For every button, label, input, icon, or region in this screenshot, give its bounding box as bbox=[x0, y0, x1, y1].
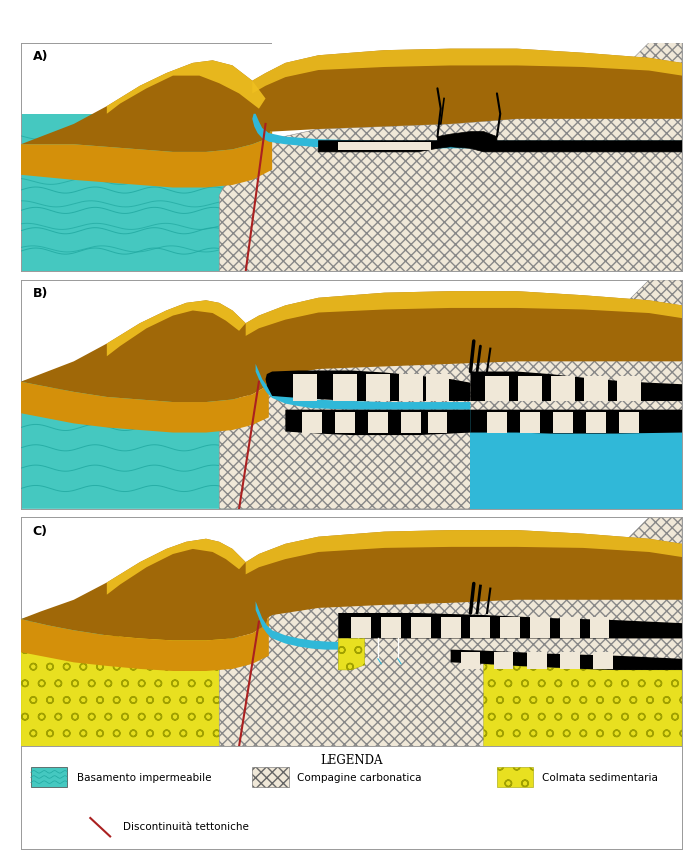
Polygon shape bbox=[584, 376, 608, 402]
Text: B): B) bbox=[33, 287, 48, 300]
Polygon shape bbox=[21, 130, 272, 189]
Polygon shape bbox=[401, 413, 421, 433]
Polygon shape bbox=[21, 119, 272, 272]
Polygon shape bbox=[285, 410, 470, 436]
Polygon shape bbox=[590, 617, 610, 639]
Polygon shape bbox=[493, 653, 514, 669]
Polygon shape bbox=[461, 653, 480, 669]
Polygon shape bbox=[553, 413, 573, 433]
Polygon shape bbox=[425, 374, 450, 402]
Polygon shape bbox=[500, 617, 520, 639]
Text: Colmata sedimentaria: Colmata sedimentaria bbox=[542, 772, 658, 782]
Polygon shape bbox=[219, 44, 682, 272]
FancyBboxPatch shape bbox=[31, 767, 67, 787]
Polygon shape bbox=[335, 413, 355, 433]
Polygon shape bbox=[451, 650, 682, 670]
Polygon shape bbox=[351, 617, 372, 639]
Polygon shape bbox=[411, 617, 431, 639]
Polygon shape bbox=[617, 376, 641, 402]
Polygon shape bbox=[246, 292, 682, 385]
Text: Compagine carbonatica: Compagine carbonatica bbox=[297, 772, 422, 782]
Polygon shape bbox=[21, 357, 272, 509]
Polygon shape bbox=[530, 617, 550, 639]
Polygon shape bbox=[219, 281, 682, 509]
Polygon shape bbox=[255, 601, 338, 650]
Polygon shape bbox=[21, 594, 272, 746]
Polygon shape bbox=[368, 413, 388, 433]
Polygon shape bbox=[470, 410, 682, 509]
Polygon shape bbox=[586, 413, 606, 433]
Polygon shape bbox=[551, 376, 575, 402]
Polygon shape bbox=[520, 413, 540, 433]
Polygon shape bbox=[21, 301, 269, 403]
Text: C): C) bbox=[33, 524, 48, 537]
Polygon shape bbox=[107, 61, 266, 114]
Polygon shape bbox=[219, 518, 682, 746]
Polygon shape bbox=[252, 49, 682, 132]
Polygon shape bbox=[21, 377, 269, 433]
Polygon shape bbox=[21, 539, 269, 641]
Polygon shape bbox=[21, 114, 272, 272]
Polygon shape bbox=[338, 143, 431, 151]
Polygon shape bbox=[266, 371, 470, 402]
Text: Discontinuità tettoniche: Discontinuità tettoniche bbox=[123, 821, 249, 831]
Polygon shape bbox=[560, 653, 580, 669]
Polygon shape bbox=[470, 372, 682, 402]
Polygon shape bbox=[252, 114, 682, 149]
Polygon shape bbox=[338, 639, 365, 670]
Polygon shape bbox=[255, 364, 470, 410]
Polygon shape bbox=[21, 630, 272, 746]
Polygon shape bbox=[487, 413, 507, 433]
Polygon shape bbox=[333, 374, 357, 402]
Polygon shape bbox=[441, 617, 461, 639]
Polygon shape bbox=[319, 132, 682, 153]
Polygon shape bbox=[593, 653, 612, 669]
FancyBboxPatch shape bbox=[252, 767, 289, 787]
Polygon shape bbox=[107, 539, 246, 595]
Polygon shape bbox=[399, 374, 423, 402]
Polygon shape bbox=[484, 664, 682, 746]
Polygon shape bbox=[485, 376, 509, 402]
Polygon shape bbox=[366, 374, 390, 402]
Polygon shape bbox=[518, 376, 542, 402]
Polygon shape bbox=[338, 639, 682, 746]
Polygon shape bbox=[470, 617, 490, 639]
Polygon shape bbox=[21, 61, 272, 153]
Polygon shape bbox=[272, 44, 682, 272]
Polygon shape bbox=[381, 617, 401, 639]
Polygon shape bbox=[560, 617, 580, 639]
Polygon shape bbox=[470, 410, 682, 434]
Polygon shape bbox=[302, 413, 322, 433]
Polygon shape bbox=[619, 413, 639, 433]
Polygon shape bbox=[246, 292, 682, 337]
Polygon shape bbox=[107, 301, 246, 357]
Polygon shape bbox=[338, 613, 682, 639]
Polygon shape bbox=[246, 531, 682, 624]
Text: A): A) bbox=[33, 49, 48, 63]
FancyBboxPatch shape bbox=[497, 767, 533, 787]
Polygon shape bbox=[427, 413, 448, 433]
Polygon shape bbox=[21, 615, 269, 671]
Text: Basamento impermeabile: Basamento impermeabile bbox=[77, 772, 212, 782]
Polygon shape bbox=[246, 531, 682, 575]
Polygon shape bbox=[293, 374, 317, 402]
Polygon shape bbox=[527, 653, 546, 669]
Polygon shape bbox=[252, 49, 682, 95]
Text: LEGENDA: LEGENDA bbox=[320, 753, 383, 767]
